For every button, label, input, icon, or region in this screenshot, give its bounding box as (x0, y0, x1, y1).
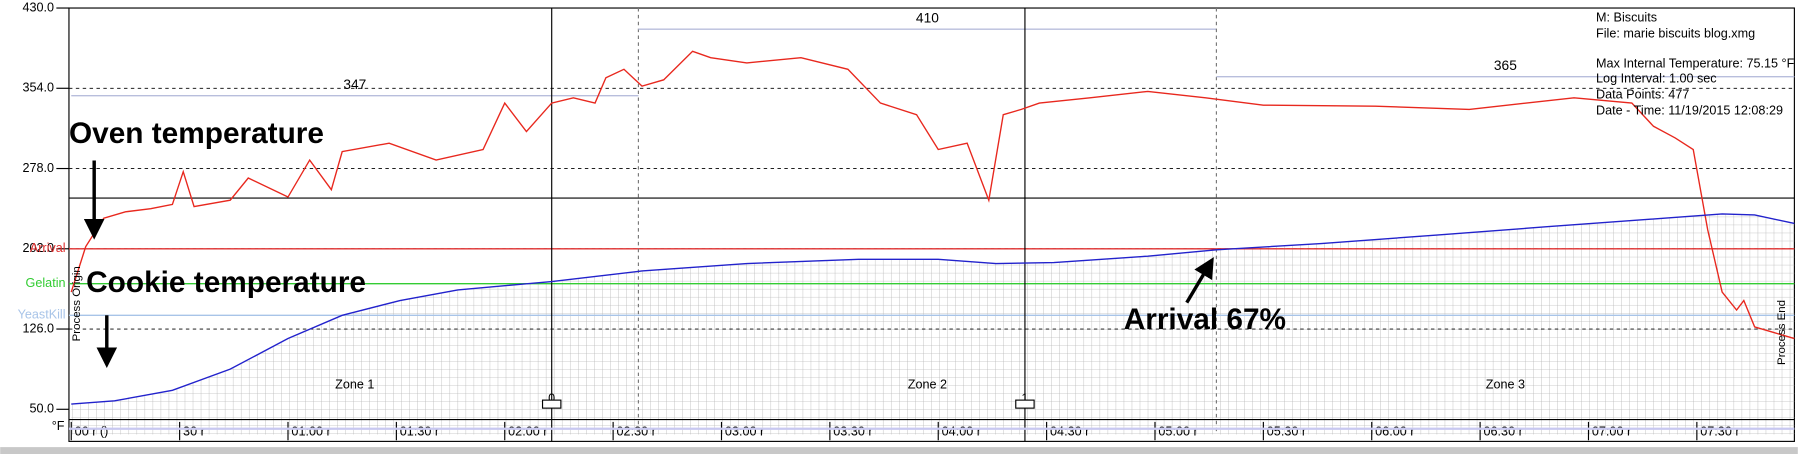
info-line: Log Interval: 1.00 sec (1596, 71, 1717, 85)
oven-annotation: Oven temperature (69, 117, 324, 150)
series-line (71, 213, 1795, 405)
info-line: Max Internal Temperature: 75.15 °F (1596, 57, 1795, 71)
x-tick-label: 06:00 r (1375, 425, 1414, 439)
x-tick-label: 06:30 r (1484, 425, 1523, 439)
x-tick-label: 05:00 r (1158, 425, 1197, 439)
series-line (70, 50, 1795, 340)
threshold-label: Gelatin (26, 276, 66, 290)
y-tick-label: 202.0 (22, 241, 54, 255)
process-origin: Process Origin (71, 266, 83, 341)
arrival-arrow (1185, 257, 1214, 304)
zone-label: Zone 1 (335, 378, 374, 392)
x-tick-label: 00 r () (75, 425, 109, 439)
x-tick-label: 02:00 r (508, 425, 547, 439)
zone-setpoint-label: 347 (343, 77, 366, 92)
cookie-area (71, 213, 1795, 435)
arrival-annotation: Arrival 67% (1124, 303, 1286, 336)
y-tick-label: 126.0 (22, 321, 54, 335)
zone-label: Zone 3 (1486, 378, 1525, 392)
x-tick-label: 04:00 r (942, 425, 981, 439)
zone-setpoint-label: 365 (1494, 58, 1517, 73)
marker-label: 1 (1021, 391, 1028, 405)
info-line: Data Points: 477 (1596, 87, 1689, 101)
threshold-label: YeastKill (18, 308, 66, 322)
process-end: Process End (1776, 300, 1788, 365)
marker-handle (541, 399, 562, 409)
x-tick-label: 02:30 r (617, 425, 656, 439)
bottom-bar (0, 447, 1798, 454)
zone-setpoint-label: 410 (916, 10, 939, 25)
x-tick-label: 05:30 r (1267, 425, 1306, 439)
x-tick-label: 30 r (183, 425, 205, 439)
marker-label: 0 (548, 391, 555, 405)
y-tick-label: 354.0 (22, 81, 54, 95)
x-tick-label: 01:30 r (400, 425, 439, 439)
x-tick-label: 07:30 r (1700, 425, 1739, 439)
x-tick-label: 01:00 r (291, 425, 330, 439)
info-line: M: Biscuits (1596, 11, 1657, 25)
x-tick-label: 07:00 r (1592, 425, 1631, 439)
marker-handle (1015, 399, 1035, 409)
y-tick-label: 278.0 (22, 161, 54, 175)
cookie-annotation: Cookie temperature (86, 266, 366, 299)
x-tick-label: 04:30 r (1050, 425, 1089, 439)
info-line: File: marie biscuits blog.xmg (1596, 27, 1755, 41)
y-tick-label: 50.0 (30, 402, 55, 416)
y-tick-label: 430.0 (22, 0, 54, 14)
y-unit: °F (52, 419, 65, 433)
x-tick-label: 03:00 r (725, 425, 764, 439)
threshold-label: Arrival (30, 241, 66, 255)
info-line: Date - Time: 11/19/2015 12:08:29 (1596, 104, 1783, 118)
x-tick-label: 03:30 r (833, 425, 872, 439)
zone-label: Zone 2 (908, 378, 947, 392)
